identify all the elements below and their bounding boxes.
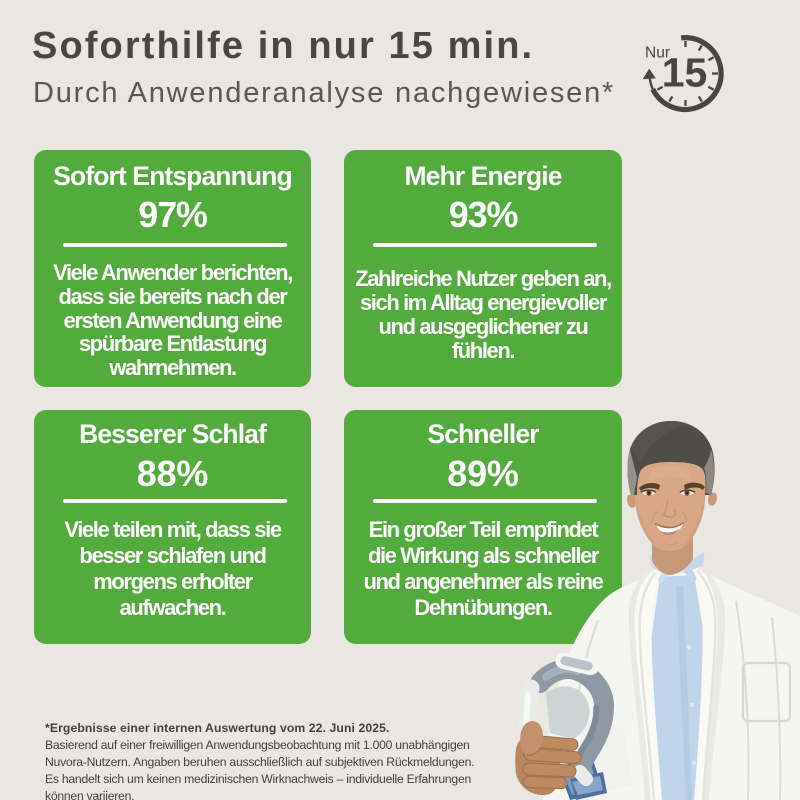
svg-text:15: 15 — [662, 50, 708, 96]
svg-text:Nur: Nur — [645, 45, 670, 62]
